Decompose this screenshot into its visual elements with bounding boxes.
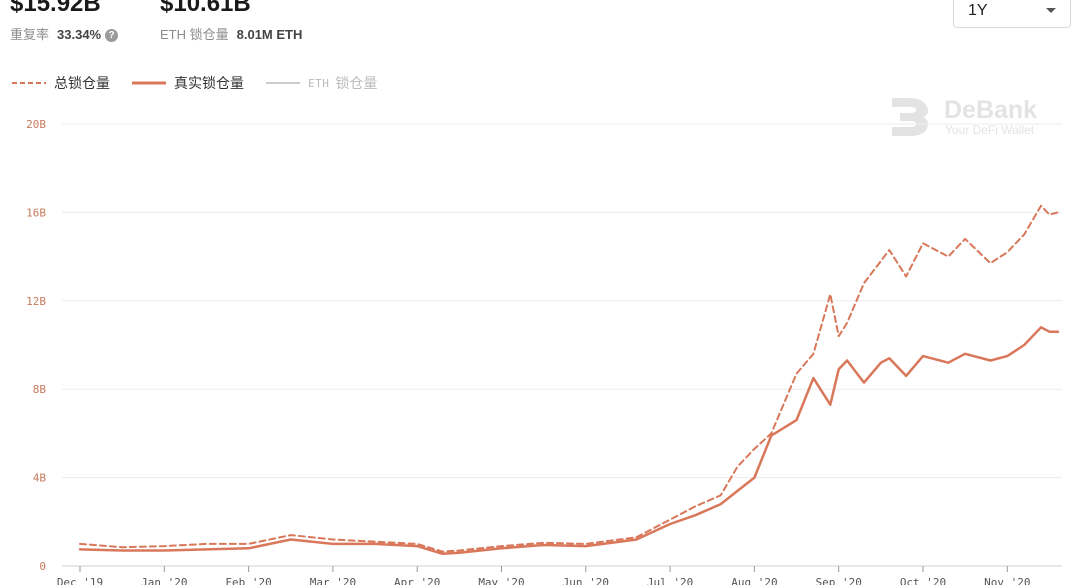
- x-tick-label: Nov '20: [984, 576, 1030, 585]
- eth-label: ETH 锁仓量: [160, 27, 229, 42]
- time-range-select[interactable]: 1Y: [953, 0, 1071, 28]
- x-tick-label: Dec '19: [57, 576, 103, 585]
- x-tick-label: Aug '20: [731, 576, 777, 585]
- x-tick-label: Mar '20: [310, 576, 356, 585]
- series-layer: [78, 204, 1060, 556]
- y-tick-label: 12B: [26, 295, 46, 308]
- debank-logo-icon: [892, 98, 928, 136]
- x-tick-label: Feb '20: [225, 576, 271, 585]
- y-tick-label: 8B: [33, 383, 47, 396]
- eth-locked: ETH 锁仓量 8.01M ETH: [160, 24, 302, 43]
- total-value: $15.92B: [10, 0, 101, 17]
- legend-label-real: 真实锁仓量: [174, 75, 244, 91]
- help-icon[interactable]: ?: [105, 29, 119, 42]
- reuse-label: 重复率: [10, 27, 50, 42]
- series-line-real: [78, 326, 1060, 556]
- y-axis: 0 4B 8B 12B 16B 20B: [26, 118, 46, 573]
- legend-item-total[interactable]: 总锁仓量: [12, 73, 110, 93]
- x-tick-label: Oct '20: [900, 576, 946, 585]
- y-tick-label: 0: [39, 560, 46, 573]
- x-tick-label: Jan '20: [141, 576, 187, 585]
- y-tick-label: 4B: [33, 472, 47, 485]
- x-axis: Dec '19 Jan '20 Feb '20 Mar '20 Apr '20 May '…: [57, 566, 1030, 585]
- legend-eth-prefix: ETH: [308, 76, 330, 90]
- x-tick-label: May '20: [478, 576, 524, 585]
- chevron-down-icon: [1046, 8, 1056, 13]
- dashed-line-icon: [12, 82, 46, 84]
- eth-value: 8.01M ETH: [236, 27, 303, 42]
- x-tick-label: Apr '20: [394, 576, 440, 585]
- y-tick-label: 16B: [26, 206, 46, 219]
- grey-line-icon: [266, 82, 300, 84]
- x-tick-label: Jul '20: [647, 576, 693, 585]
- solid-line-icon: [132, 81, 166, 85]
- watermark-tagline: Your DeFi Wallet: [945, 123, 1035, 137]
- y-tick-label: 20B: [26, 118, 46, 131]
- reuse-rate: 重复率 33.34%?: [10, 24, 119, 43]
- chart-legend: 总锁仓量 真实锁仓量 ETH 锁仓量: [12, 74, 399, 92]
- legend-item-eth[interactable]: ETH 锁仓量: [266, 73, 377, 93]
- real-value: $10.61B: [160, 0, 251, 17]
- debank-watermark: DeBank Your DeFi Wallet: [890, 96, 1060, 140]
- series-line-total: [79, 204, 1059, 553]
- legend-item-real[interactable]: 真实锁仓量: [132, 73, 244, 93]
- x-tick-label: Sep '20: [816, 576, 862, 585]
- watermark-name: DeBank: [944, 96, 1038, 124]
- reuse-value: 33.34%: [57, 27, 102, 42]
- time-range-value: 1Y: [968, 2, 988, 19]
- legend-label-eth: 锁仓量: [335, 75, 378, 91]
- legend-label-total: 总锁仓量: [54, 75, 110, 91]
- grid-layer: [62, 123, 1062, 567]
- x-tick-label: Jun '20: [563, 576, 609, 585]
